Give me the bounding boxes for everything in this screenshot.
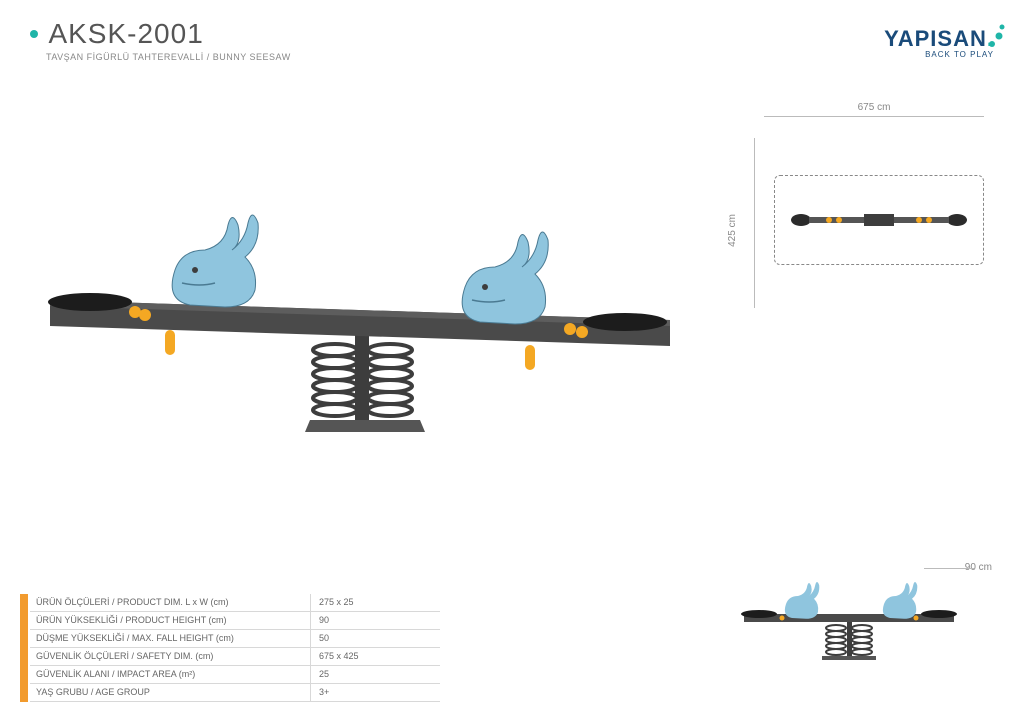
spec-row: YAŞ GRUBU / AGE GROUP3+ — [30, 684, 500, 702]
spec-label: DÜŞME YÜKSEKLİĞİ / MAX. FALL HEIGHT (cm) — [30, 630, 310, 648]
spec-row: ÜRÜN ÖLÇÜLERİ / PRODUCT DIM. L x W (cm)2… — [30, 594, 500, 612]
side-view-diagram: 90 cm — [734, 554, 984, 684]
spec-label: GÜVENLİK ALANI / IMPACT AREA (m²) — [30, 666, 310, 684]
header: AKSK-2001 TAVŞAN FİGÜRLÜ TAHTEREVALLİ / … — [0, 18, 1024, 88]
spec-label: YAŞ GRUBU / AGE GROUP — [30, 684, 310, 702]
top-view-diagram: 675 cm 425 cm — [754, 110, 994, 330]
spec-value: 25 — [310, 666, 440, 684]
spec-value: 275 x 25 — [310, 594, 440, 612]
product-code: AKSK-2001 — [48, 18, 203, 50]
logo-dots-icon — [986, 24, 1006, 50]
spec-row: ÜRÜN YÜKSEKLİĞİ / PRODUCT HEIGHT (cm)90 — [30, 612, 500, 630]
spec-row: DÜŞME YÜKSEKLİĞİ / MAX. FALL HEIGHT (cm)… — [30, 630, 500, 648]
title-block: AKSK-2001 TAVŞAN FİGÜRLÜ TAHTEREVALLİ / … — [30, 18, 291, 62]
dim-height-label: 425 cm — [727, 214, 738, 247]
orange-bar-icon — [20, 594, 28, 702]
spec-label: ÜRÜN YÜKSEKLİĞİ / PRODUCT HEIGHT (cm) — [30, 612, 310, 630]
logo-text: YAPISAN. — [884, 26, 994, 52]
product-3d-view — [30, 140, 690, 460]
spec-value: 675 x 425 — [310, 648, 440, 666]
spec-table: ÜRÜN ÖLÇÜLERİ / PRODUCT DIM. L x W (cm)2… — [30, 594, 500, 702]
spec-value: 50 — [310, 630, 440, 648]
spec-value: 90 — [310, 612, 440, 630]
spec-label: ÜRÜN ÖLÇÜLERİ / PRODUCT DIM. L x W (cm) — [30, 594, 310, 612]
product-subtitle: TAVŞAN FİGÜRLÜ TAHTEREVALLİ / BUNNY SEES… — [46, 52, 291, 62]
bullet-icon — [30, 30, 38, 38]
spec-label: GÜVENLİK ÖLÇÜLERİ / SAFETY DIM. (cm) — [30, 648, 310, 666]
spec-row: GÜVENLİK ÖLÇÜLERİ / SAFETY DIM. (cm)675 … — [30, 648, 500, 666]
spec-row: GÜVENLİK ALANI / IMPACT AREA (m²)25 — [30, 666, 500, 684]
dim-width-label: 675 cm — [858, 102, 891, 113]
spec-value: 3+ — [310, 684, 440, 702]
brand-logo: YAPISAN. BACK TO PLAY — [884, 26, 994, 59]
